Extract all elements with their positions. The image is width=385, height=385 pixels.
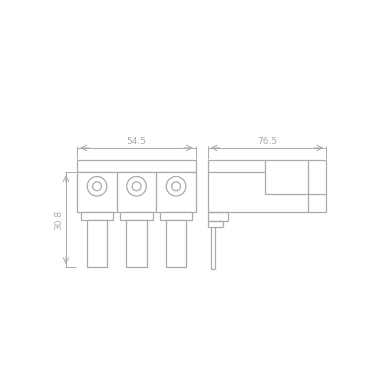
Text: 76.5: 76.5 bbox=[257, 137, 277, 146]
Bar bbox=[77, 172, 196, 212]
Bar bbox=[126, 219, 147, 267]
Bar bbox=[160, 212, 192, 219]
Bar bbox=[87, 219, 107, 267]
Text: 30.8: 30.8 bbox=[55, 209, 64, 230]
Bar bbox=[166, 219, 186, 267]
Bar bbox=[77, 160, 196, 172]
Text: 54.5: 54.5 bbox=[127, 137, 147, 146]
Bar bbox=[121, 212, 153, 219]
Bar bbox=[81, 212, 113, 219]
